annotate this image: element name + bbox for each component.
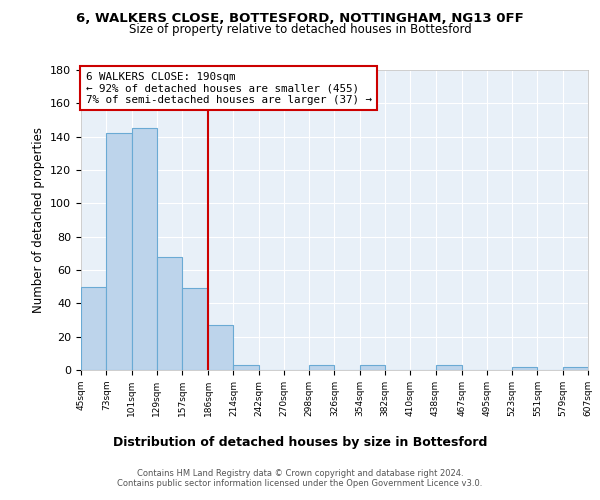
Bar bbox=[81, 286, 106, 370]
Text: Size of property relative to detached houses in Bottesford: Size of property relative to detached ho… bbox=[128, 22, 472, 36]
Text: Contains HM Land Registry data © Crown copyright and database right 2024.: Contains HM Land Registry data © Crown c… bbox=[137, 468, 463, 477]
Bar bbox=[309, 365, 335, 370]
Bar bbox=[157, 256, 182, 370]
Bar bbox=[563, 366, 588, 370]
Text: Distribution of detached houses by size in Bottesford: Distribution of detached houses by size … bbox=[113, 436, 487, 449]
Y-axis label: Number of detached properties: Number of detached properties bbox=[32, 127, 44, 313]
Text: 6, WALKERS CLOSE, BOTTESFORD, NOTTINGHAM, NG13 0FF: 6, WALKERS CLOSE, BOTTESFORD, NOTTINGHAM… bbox=[76, 12, 524, 26]
Bar bbox=[208, 325, 233, 370]
Bar bbox=[512, 366, 538, 370]
Bar bbox=[182, 288, 208, 370]
Bar bbox=[131, 128, 157, 370]
Text: Contains public sector information licensed under the Open Government Licence v3: Contains public sector information licen… bbox=[118, 478, 482, 488]
Bar bbox=[106, 134, 131, 370]
Text: 6 WALKERS CLOSE: 190sqm
← 92% of detached houses are smaller (455)
7% of semi-de: 6 WALKERS CLOSE: 190sqm ← 92% of detache… bbox=[86, 72, 371, 105]
Bar bbox=[360, 365, 385, 370]
Bar bbox=[233, 365, 259, 370]
Bar bbox=[436, 365, 462, 370]
